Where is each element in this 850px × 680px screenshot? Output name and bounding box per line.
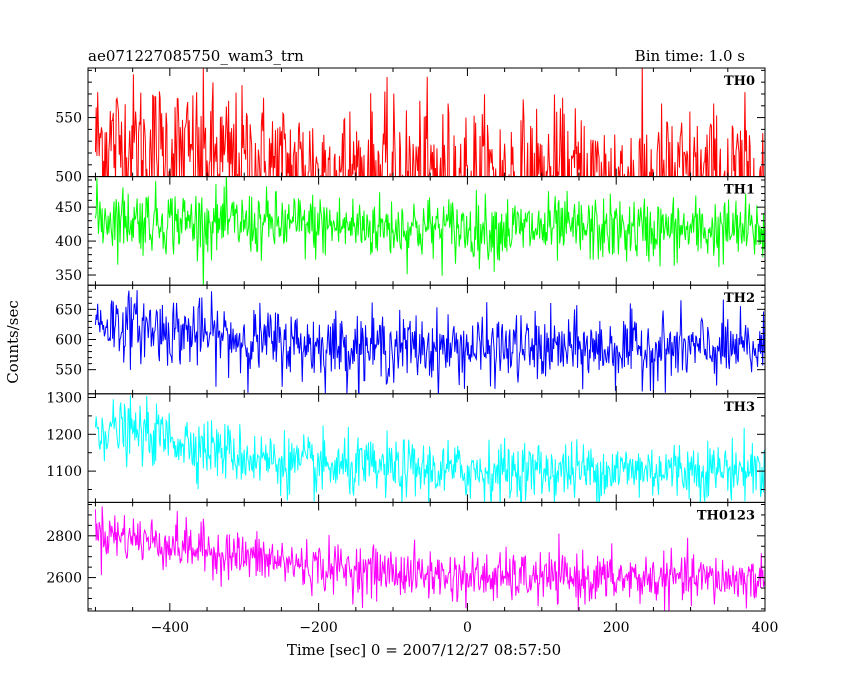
series-th1	[94, 176, 765, 286]
panel-th2: TH2 550 600 650	[55, 284, 766, 395]
x-axis-label: Time [sec] 0 = 2007/12/27 08:57:50	[287, 641, 561, 659]
panel-label-th2: TH2	[724, 291, 755, 306]
y-tick-label: 1200	[46, 427, 82, 443]
y-axis-label: Counts/sec	[4, 300, 22, 384]
series-th2	[94, 290, 765, 394]
y-tick-label: 400	[55, 234, 82, 250]
y-tick-label: 2800	[46, 529, 82, 545]
x-tick-label: 200	[603, 620, 630, 636]
y-tick-label: 1100	[46, 464, 82, 480]
panel-th0: TH0 500 550	[55, 67, 766, 186]
panels: TH0 500 550 TH1 350 400 450 TH2 550 600 650 TH3 1100…	[46, 67, 766, 612]
y-tick-label: 500	[55, 170, 82, 186]
y-tick-label: 550	[55, 111, 82, 127]
panel-th1: TH1 350 400 450	[55, 176, 766, 286]
panel-label-th1: TH1	[724, 183, 755, 198]
y-tick-label: 650	[55, 302, 82, 318]
panel-th3: TH3 1100 1200 1300	[46, 390, 766, 503]
y-tick-label: 2600	[46, 571, 82, 587]
y-tick-label: 350	[55, 268, 82, 284]
x-tick-label: 0	[463, 620, 472, 636]
x-tick-label: 400	[752, 620, 779, 636]
panel-frame	[87, 393, 766, 503]
series-th0	[94, 68, 764, 177]
series-th3	[94, 395, 765, 503]
y-tick-label: 550	[55, 363, 82, 379]
panel-label-th0123: TH0123	[697, 508, 755, 523]
y-tick-label: 450	[55, 200, 82, 216]
x-axis-ticks: −400 −200 0 200 400	[151, 620, 779, 636]
chart-title: ae071227085750_wam3_trn	[88, 47, 304, 65]
x-tick-label: −200	[299, 620, 337, 636]
y-tick-label: 1300	[46, 390, 82, 406]
x-tick-label: −400	[151, 620, 189, 636]
panel-th0123: TH0123 2600 2800	[46, 501, 766, 612]
bin-time-label: Bin time: 1.0 s	[635, 47, 745, 65]
panel-label-th0: TH0	[724, 74, 755, 89]
y-tick-label: 600	[55, 333, 82, 349]
series-th0123	[94, 506, 765, 611]
panel-label-th3: TH3	[724, 400, 755, 415]
